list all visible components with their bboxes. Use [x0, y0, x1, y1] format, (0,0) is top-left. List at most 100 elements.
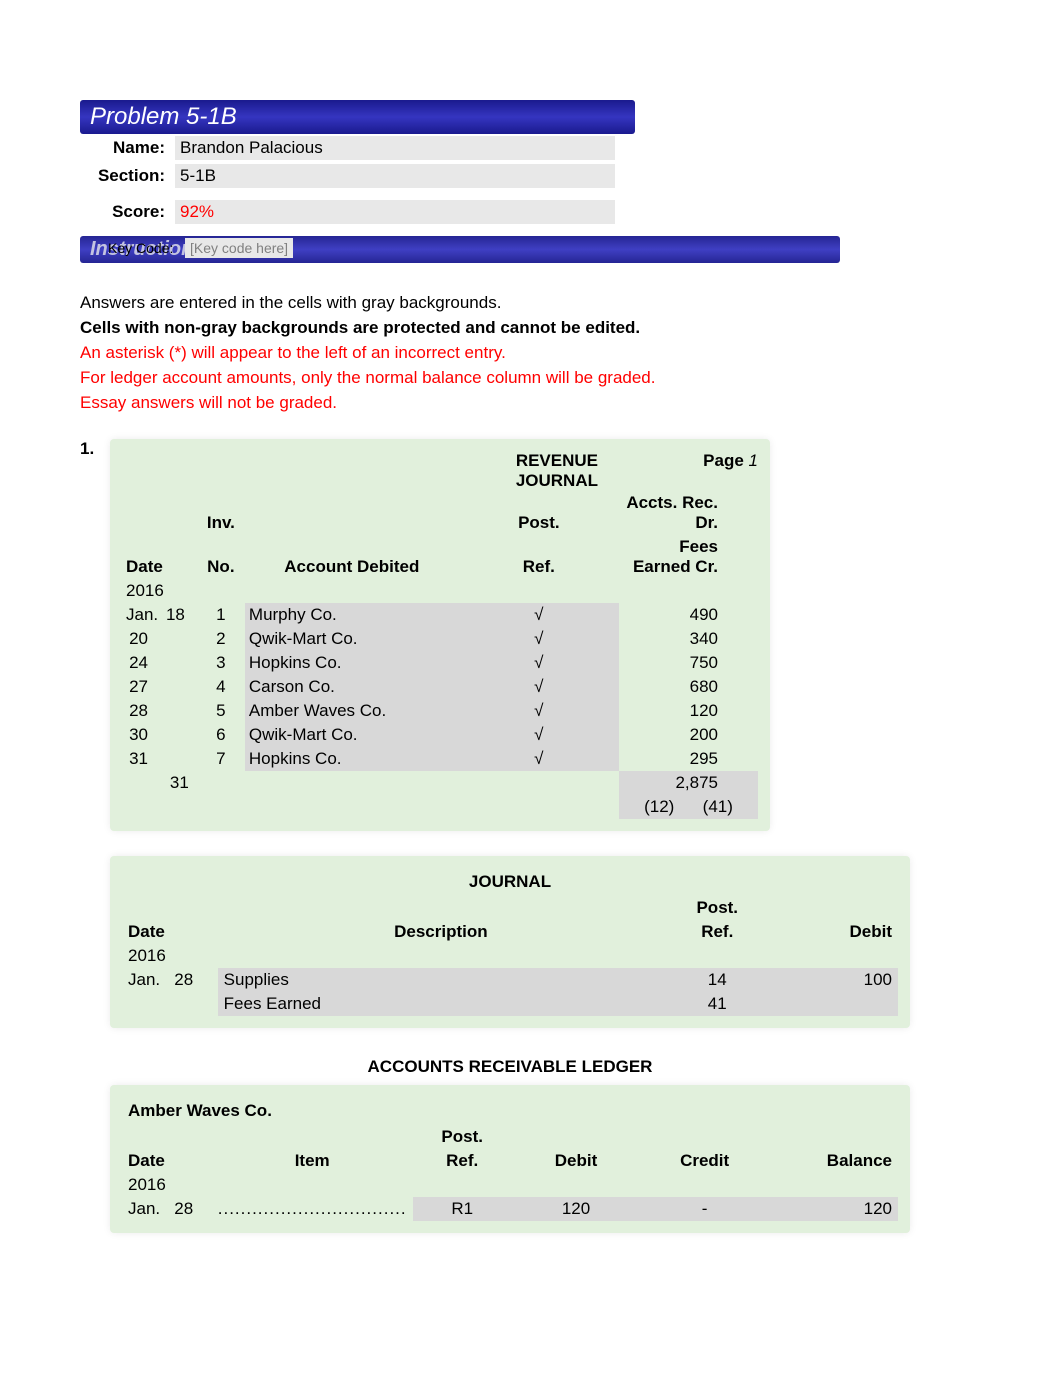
- inv-cell: 3: [197, 651, 245, 675]
- inv-cell: 6: [197, 723, 245, 747]
- instruction-line: Cells with non-gray backgrounds are prot…: [80, 317, 982, 339]
- general-journal: JOURNAL Post. Date Description Ref. Debi…: [110, 856, 910, 1028]
- date-cell: 30: [122, 723, 197, 747]
- info-block: Name: Brandon Palacious Section: 5-1B Sc…: [80, 134, 982, 262]
- table-row: 27 4 Carson Co. √ 680: [122, 675, 758, 699]
- table-row: 30 6 Qwik-Mart Co. √ 200: [122, 723, 758, 747]
- account-cell[interactable]: Murphy Co.: [245, 603, 459, 627]
- date-cell: 31: [122, 747, 197, 771]
- gj-header-post: Post.: [664, 896, 770, 920]
- general-journal-title: JOURNAL: [122, 868, 898, 896]
- total-refs-row: (12) (41): [122, 795, 758, 819]
- ar-ledger-title: ACCOUNTS RECEIVABLE LEDGER: [110, 1053, 910, 1085]
- post-ref-cell[interactable]: √: [459, 699, 619, 723]
- post-ref-cell[interactable]: √: [459, 723, 619, 747]
- total-refs[interactable]: (12) (41): [619, 795, 758, 819]
- account-cell[interactable]: Qwik-Mart Co.: [245, 723, 459, 747]
- header-inv-no: Inv.: [197, 491, 245, 535]
- table-row: 31 7 Hopkins Co. √ 295: [122, 747, 758, 771]
- revenue-journal-table: Inv. Post. Accts. Rec. Dr. Date No. Acco…: [122, 491, 758, 819]
- gj-date-cell: [122, 992, 218, 1016]
- total-row: 31 2,875: [122, 771, 758, 795]
- ar-debit-cell[interactable]: 120: [512, 1197, 641, 1221]
- gj-desc-cell[interactable]: Fees Earned: [218, 992, 664, 1016]
- table-row: 28 5 Amber Waves Co. √ 120: [122, 699, 758, 723]
- amount-cell: 295: [619, 747, 758, 771]
- ar-header-credit: Credit: [640, 1149, 769, 1173]
- amount-cell: 200: [619, 723, 758, 747]
- gj-year: 2016: [122, 944, 898, 968]
- account-cell[interactable]: Qwik-Mart Co.: [245, 627, 459, 651]
- account-cell[interactable]: Amber Waves Co.: [245, 699, 459, 723]
- header-date: Date: [122, 535, 197, 579]
- ar-year: 2016: [122, 1173, 898, 1197]
- inv-cell: 5: [197, 699, 245, 723]
- section-number: 1.: [80, 439, 110, 459]
- score-value: 92%: [175, 200, 615, 224]
- header-account: Account Debited: [245, 535, 459, 579]
- date-cell: 28: [122, 699, 197, 723]
- gj-post-cell[interactable]: 41: [664, 992, 770, 1016]
- post-ref-cell[interactable]: √: [459, 747, 619, 771]
- ar-credit-cell[interactable]: -: [640, 1197, 769, 1221]
- header-amount: Accts. Rec. Dr.: [619, 491, 758, 535]
- ar-date-cell: Jan. 28: [122, 1197, 212, 1221]
- inv-cell: 2: [197, 627, 245, 651]
- table-row: 24 3 Hopkins Co. √ 750: [122, 651, 758, 675]
- instruction-line: An asterisk (*) will appear to the left …: [80, 342, 982, 364]
- post-ref-cell[interactable]: √: [459, 675, 619, 699]
- gj-post-cell[interactable]: 14: [664, 968, 770, 992]
- gj-desc-cell[interactable]: Supplies: [218, 968, 664, 992]
- amount-cell: 120: [619, 699, 758, 723]
- total-amount[interactable]: 2,875: [619, 771, 758, 795]
- post-ref-cell[interactable]: √: [459, 651, 619, 675]
- account-cell[interactable]: Hopkins Co.: [245, 747, 459, 771]
- problem-title: Problem 5-1B: [80, 100, 635, 134]
- revenue-journal: REVENUE JOURNAL Page 1 Inv. Post. Accts.…: [110, 439, 770, 831]
- gj-debit-cell[interactable]: 100: [770, 968, 898, 992]
- date-cell: Jan. 18: [122, 603, 197, 627]
- amount-cell: 340: [619, 627, 758, 651]
- section-1: 1. REVENUE JOURNAL Page 1 Inv. Post.: [80, 439, 982, 831]
- general-journal-table: Post. Date Description Ref. Debit 2016 J…: [122, 896, 898, 1016]
- amount-cell: 750: [619, 651, 758, 675]
- ar-header-balance: Balance: [769, 1149, 898, 1173]
- keycode-value[interactable]: [Key code here]: [185, 238, 293, 258]
- general-journal-section: JOURNAL Post. Date Description Ref. Debi…: [80, 856, 982, 1028]
- name-value[interactable]: Brandon Palacious: [175, 136, 615, 160]
- table-row: Jan. 28 Supplies 14 100: [122, 968, 898, 992]
- account-cell[interactable]: Hopkins Co.: [245, 651, 459, 675]
- date-cell: 20: [122, 627, 197, 651]
- amount-cell: 490: [619, 603, 758, 627]
- gj-header-debit: Debit: [770, 920, 898, 944]
- ar-post-cell[interactable]: R1: [413, 1197, 512, 1221]
- header-post-ref: Ref.: [459, 535, 619, 579]
- table-row: 20 2 Qwik-Mart Co. √ 340: [122, 627, 758, 651]
- instruction-line: Essay answers will not be graded.: [80, 392, 982, 414]
- instruction-line: For ledger account amounts, only the nor…: [80, 367, 982, 389]
- account-cell[interactable]: Carson Co.: [245, 675, 459, 699]
- ar-balance-cell[interactable]: 120: [769, 1197, 898, 1221]
- ar-header-post: Post.: [413, 1125, 512, 1149]
- instructions-text: Answers are entered in the cells with gr…: [80, 292, 982, 414]
- table-row: Fees Earned 41: [122, 992, 898, 1016]
- gj-header-desc: Description: [218, 920, 664, 944]
- gj-date-cell: Jan. 28: [122, 968, 218, 992]
- post-ref-cell[interactable]: √: [459, 603, 619, 627]
- revenue-journal-page: Page 1: [628, 451, 758, 491]
- year-row: 2016: [122, 579, 758, 603]
- inv-cell: 1: [197, 603, 245, 627]
- name-label: Name:: [80, 138, 175, 158]
- ar-ledger-table: Post. Date Item Ref. Debit Credit Balanc…: [122, 1125, 898, 1221]
- ar-ledger: Amber Waves Co. Post. Date: [110, 1085, 910, 1233]
- date-cell: 24: [122, 651, 197, 675]
- post-ref-cell[interactable]: √: [459, 627, 619, 651]
- section-value[interactable]: 5-1B: [175, 164, 615, 188]
- ar-ledger-section: ACCOUNTS RECEIVABLE LEDGER Amber Waves C…: [80, 1053, 982, 1233]
- header-post-ref: Post.: [459, 491, 619, 535]
- header-inv-no: No.: [197, 535, 245, 579]
- gj-debit-cell[interactable]: [770, 992, 898, 1016]
- table-row: Jan. 28 ................................…: [122, 1197, 898, 1221]
- inv-cell: 7: [197, 747, 245, 771]
- section-label: Section:: [80, 166, 175, 186]
